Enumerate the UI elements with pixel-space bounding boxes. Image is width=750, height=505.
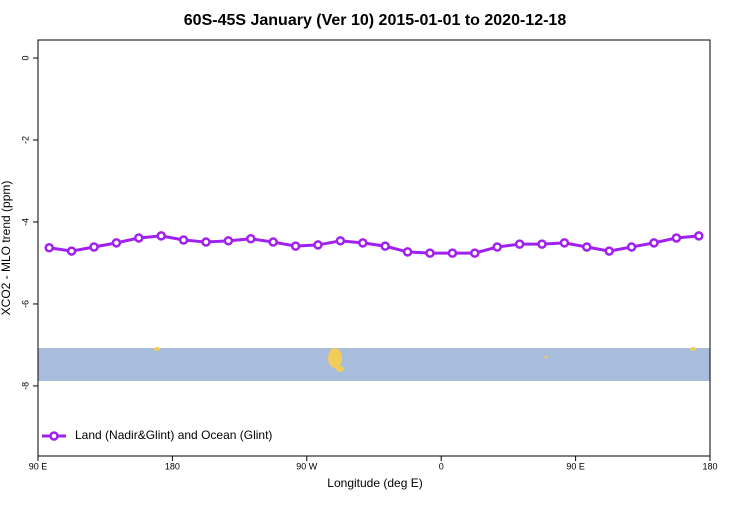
legend-marker: [49, 431, 59, 441]
data-point: [223, 236, 234, 246]
data-point: [134, 233, 144, 243]
x-tick-label: 90 E: [566, 461, 585, 471]
data-point: [694, 231, 704, 241]
data-point: [111, 238, 122, 248]
data-point: [671, 233, 682, 243]
data-line: [48, 234, 699, 255]
data-point: [66, 246, 77, 256]
data-point: [156, 231, 166, 241]
y-tick-label: -4: [20, 218, 30, 226]
x-tick-label: 180: [702, 461, 717, 471]
map-strip: [38, 347, 710, 381]
data-point: [470, 248, 480, 258]
data-point: [358, 238, 368, 248]
y-tick-label: -8: [20, 382, 30, 390]
data-point: [425, 248, 435, 258]
x-tick-label: 180: [165, 461, 180, 471]
data-point: [537, 239, 547, 249]
ocean: [38, 348, 710, 381]
data-point: [290, 241, 301, 251]
data-point: [89, 242, 99, 252]
land: [336, 366, 344, 372]
data-point: [626, 242, 637, 252]
data-point: [492, 242, 502, 252]
x-tick-label: 0: [439, 461, 444, 471]
data-point: [604, 246, 614, 256]
data-point: [268, 237, 278, 247]
data-point: [380, 241, 390, 251]
data-point: [313, 240, 323, 250]
land: [544, 355, 548, 359]
data-point: [178, 235, 189, 245]
data-point: [402, 247, 413, 257]
data-point: [514, 239, 525, 249]
x-axis-label: Longitude (deg E): [327, 476, 422, 490]
chart-title: 60S-45S January (Ver 10) 2015-01-01 to 2…: [184, 12, 567, 29]
data-point: [201, 237, 211, 247]
data-point: [582, 242, 592, 252]
legend-label: Land (Nadir&Glint) and Ocean (Glint): [75, 428, 272, 442]
data-point: [559, 238, 570, 248]
land: [154, 347, 160, 351]
data-point: [246, 234, 256, 244]
land: [690, 347, 696, 351]
data-point: [447, 248, 458, 258]
y-axis-label: XCO2 - MLO trend (ppm): [0, 181, 13, 316]
y-tick-label: -2: [20, 136, 30, 144]
plot-frame: [37, 39, 711, 457]
data-point: [44, 243, 54, 253]
y-tick-label: 0: [20, 56, 30, 61]
y-tick-label: -6: [20, 300, 30, 308]
x-tick-label: 90 W: [296, 461, 318, 471]
legend: Land (Nadir&Glint) and Ocean (Glint): [42, 428, 272, 442]
data-point: [649, 238, 659, 248]
land: [328, 348, 342, 368]
x-tick-label: 90 E: [29, 461, 48, 471]
data-point: [335, 236, 346, 246]
